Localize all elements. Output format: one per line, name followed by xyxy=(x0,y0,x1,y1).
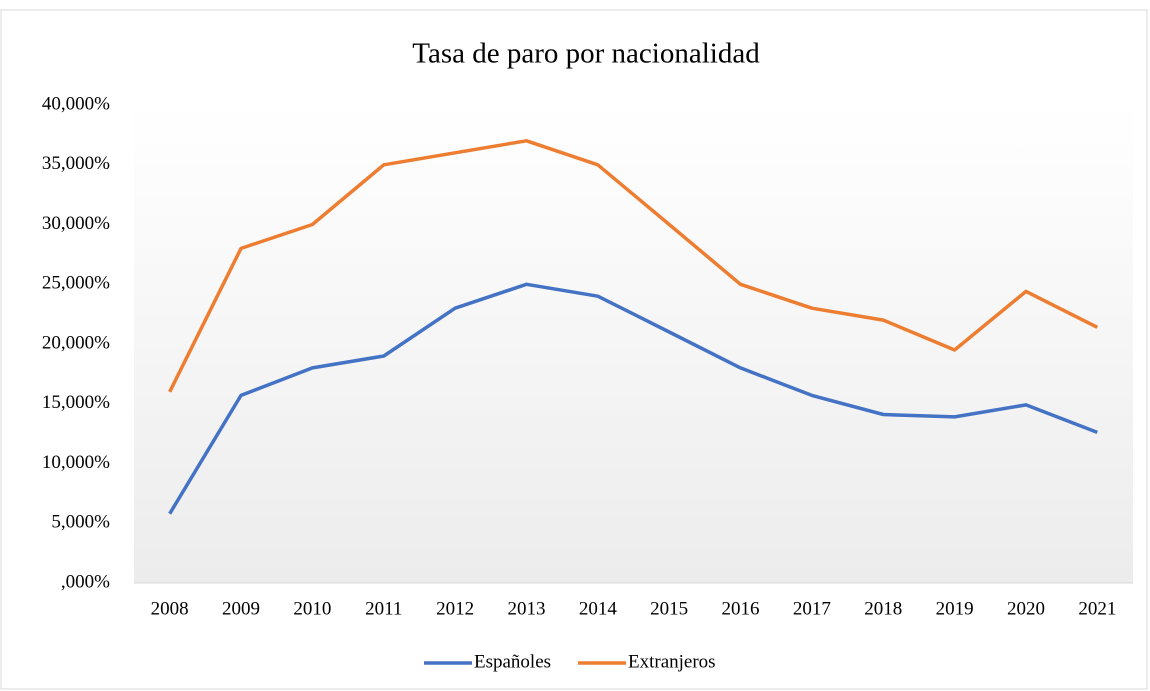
x-tick-label: 2021 xyxy=(1078,598,1116,619)
x-tick-label: 2018 xyxy=(864,598,902,619)
y-tick-label: 40,000% xyxy=(42,93,110,114)
x-tick-label: 2019 xyxy=(936,598,974,619)
y-tick-label: 15,000% xyxy=(42,392,110,413)
legend-label: Extranjeros xyxy=(628,651,716,672)
x-tick-label: 2016 xyxy=(722,598,760,619)
x-tick-label: 2015 xyxy=(650,598,688,619)
x-tick-label: 2010 xyxy=(293,598,331,619)
y-tick-label: 30,000% xyxy=(42,213,110,234)
x-tick-label: 2014 xyxy=(579,598,618,619)
y-tick-label: 35,000% xyxy=(42,153,110,174)
y-tick-label: 25,000% xyxy=(42,273,110,294)
plot-area xyxy=(134,105,1133,583)
x-tick-label: 2013 xyxy=(507,598,545,619)
y-tick-label: ,000% xyxy=(61,571,110,592)
y-tick-label: 10,000% xyxy=(42,452,110,473)
x-tick-label: 2020 xyxy=(1007,598,1045,619)
x-tick-label: 2011 xyxy=(365,598,402,619)
chart-title: Tasa de paro por nacionalidad xyxy=(412,38,760,70)
chart-border xyxy=(0,9,1148,690)
x-tick-label: 2009 xyxy=(222,598,260,619)
x-tick-label: 2008 xyxy=(151,598,189,619)
y-tick-label: 5,000% xyxy=(51,512,110,533)
legend-label: Españoles xyxy=(474,651,551,672)
x-tick-label: 2012 xyxy=(436,598,474,619)
series-line xyxy=(168,282,1098,515)
series-line xyxy=(168,139,1099,393)
x-tick-label: 2017 xyxy=(793,598,831,619)
y-tick-label: 20,000% xyxy=(42,332,110,353)
